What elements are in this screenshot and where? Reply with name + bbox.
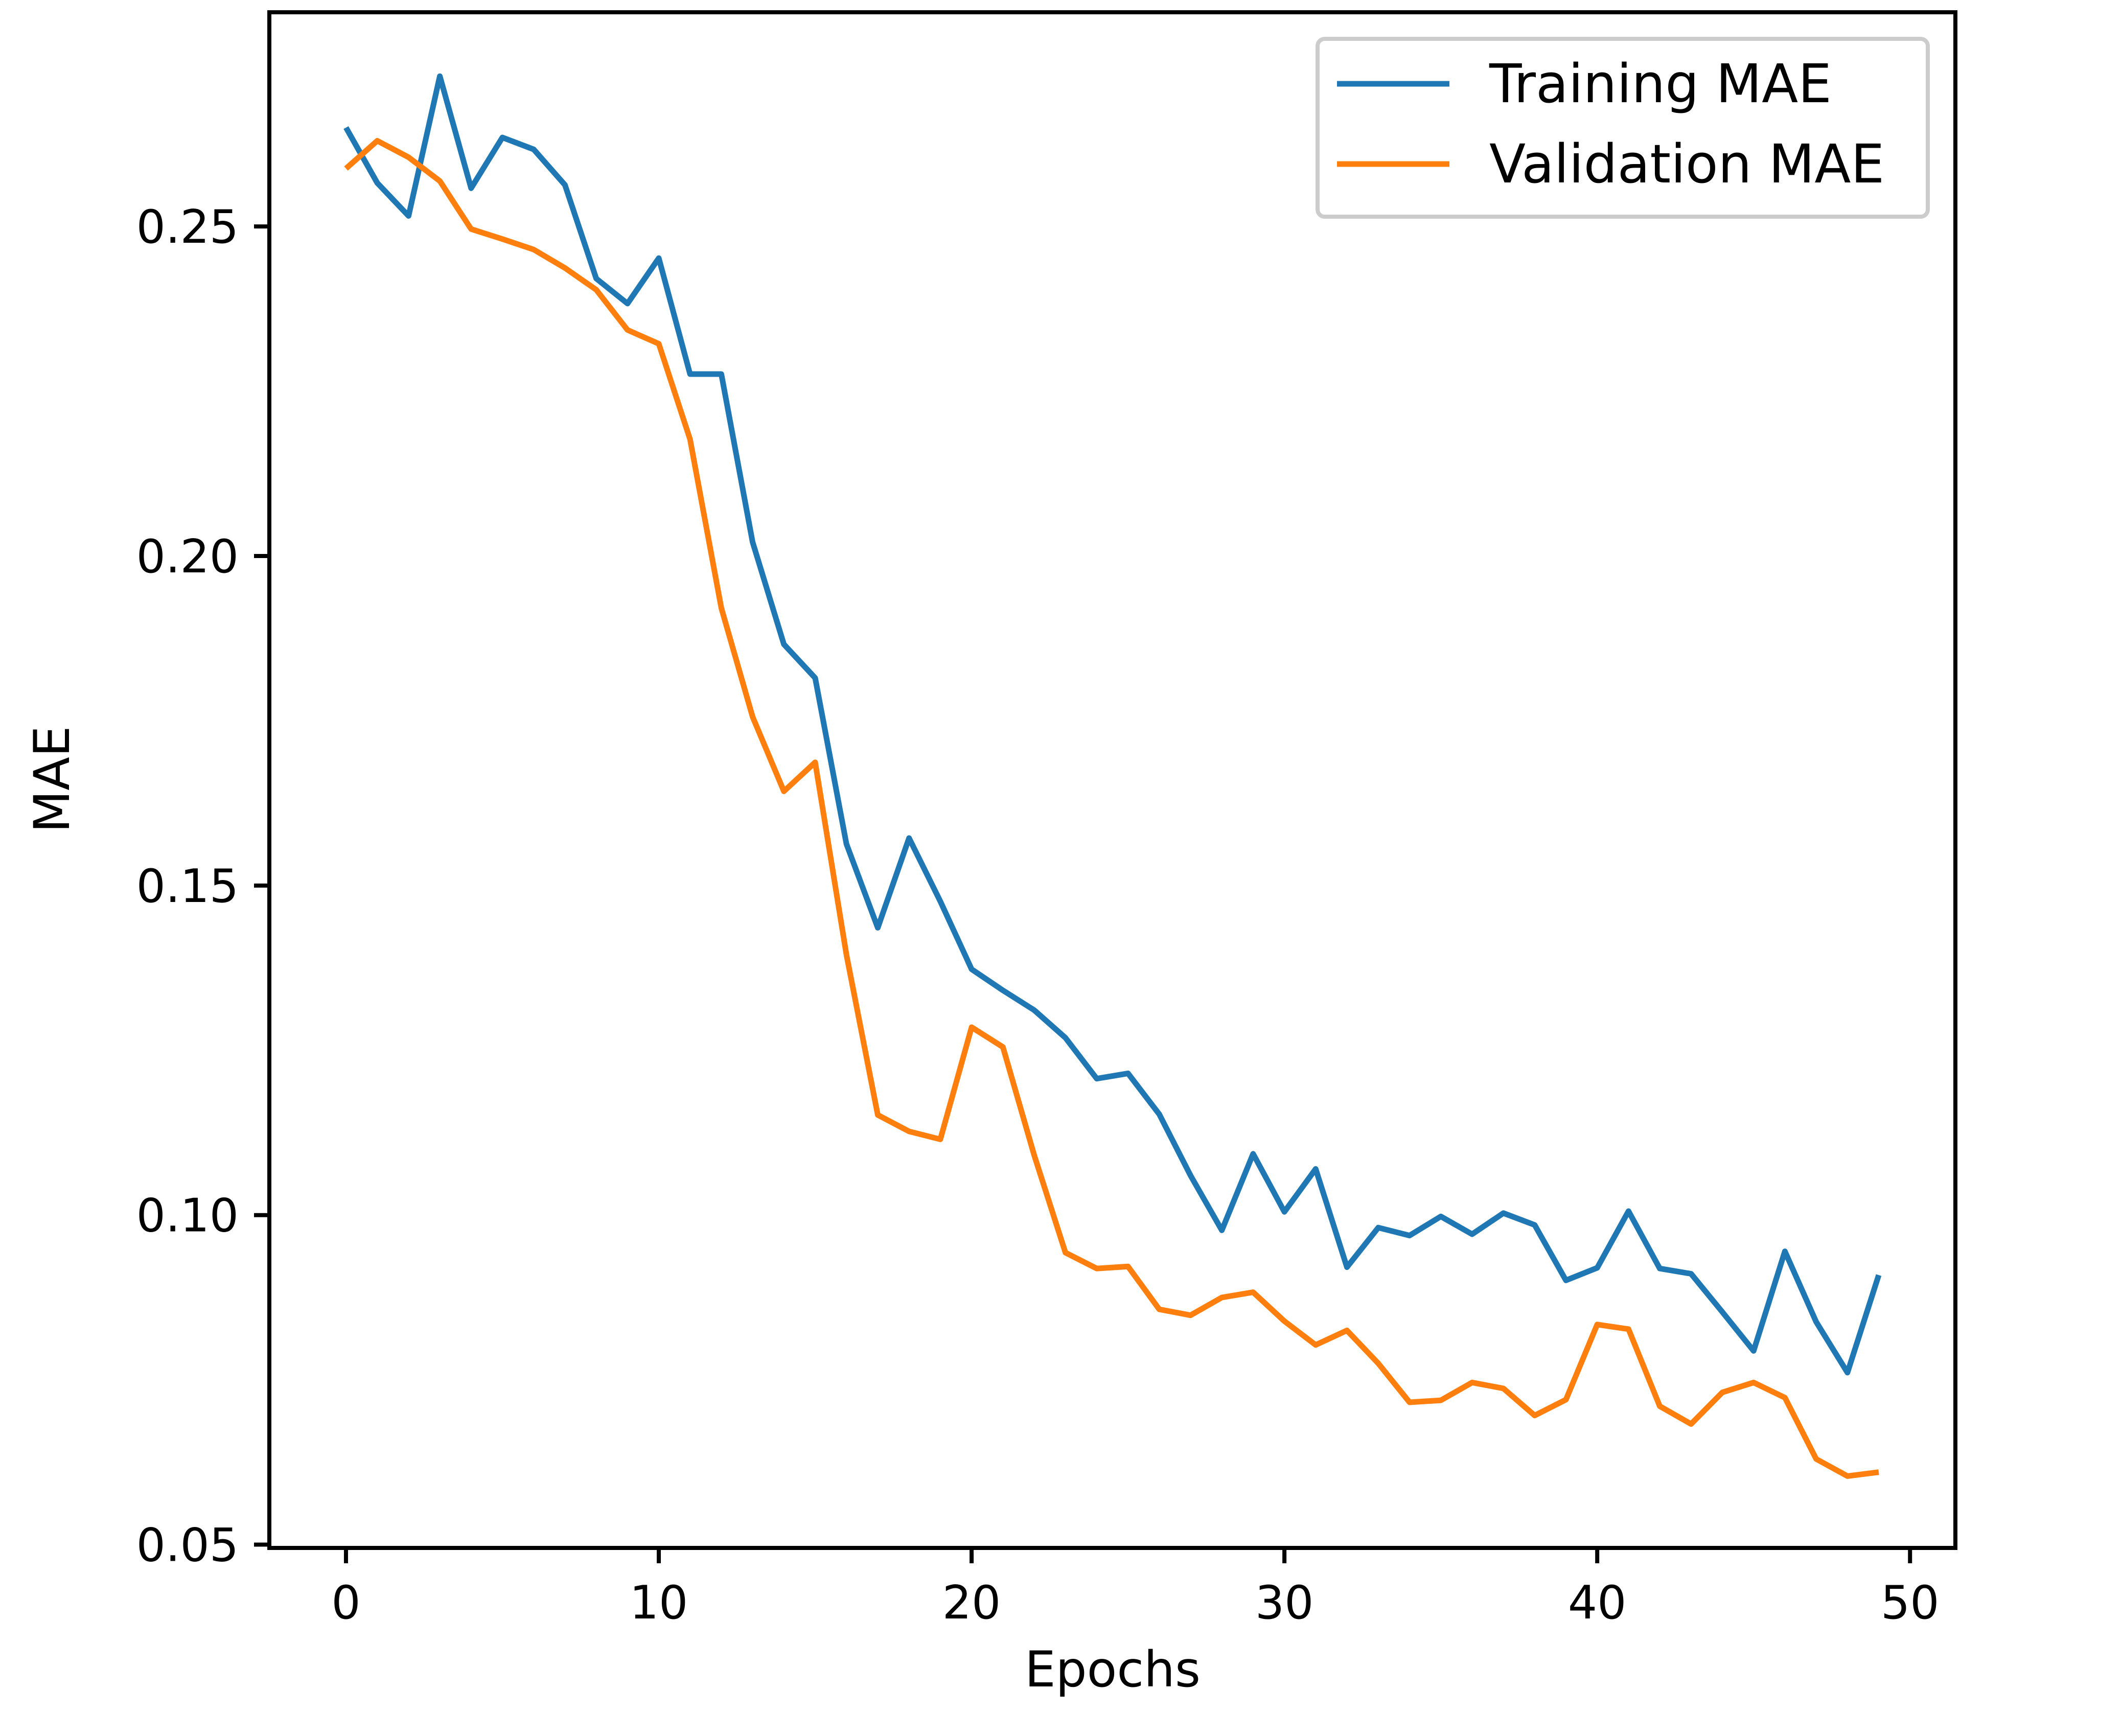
series-line-training-mae [343,73,1882,1376]
legend-label-validation-mae: Validation MAE [1489,133,1884,195]
x-tick-label: 20 [942,1576,1001,1630]
x-axis-label: Epochs [1025,1641,1201,1698]
y-axis-label: MAE [24,726,81,832]
y-tick-label: 0.05 [136,1519,239,1572]
x-tick-label: 30 [1255,1576,1314,1630]
plot-area [343,73,1882,1479]
x-tick-label: 10 [630,1576,688,1630]
legend: Training MAE Validation MAE [1316,37,1930,219]
legend-box [1316,37,1930,219]
y-tick-label: 0.25 [136,200,239,254]
legend-label-training-mae: Training MAE [1489,53,1832,115]
x-tick-label: 40 [1568,1576,1627,1630]
axes-frame [267,10,1957,1550]
y-tick-label: 0.20 [136,530,239,584]
x-tick-label: 50 [1881,1576,1940,1630]
y-tick-label: 0.10 [136,1189,239,1243]
series-line-validation-mae [344,138,1879,1479]
axes: 0 10 20 30 40 50 0.05 0.10 0.15 0.20 0.25 [136,10,1957,1630]
x-tick-label: 0 [331,1576,360,1630]
y-tick-label: 0.15 [136,860,239,913]
